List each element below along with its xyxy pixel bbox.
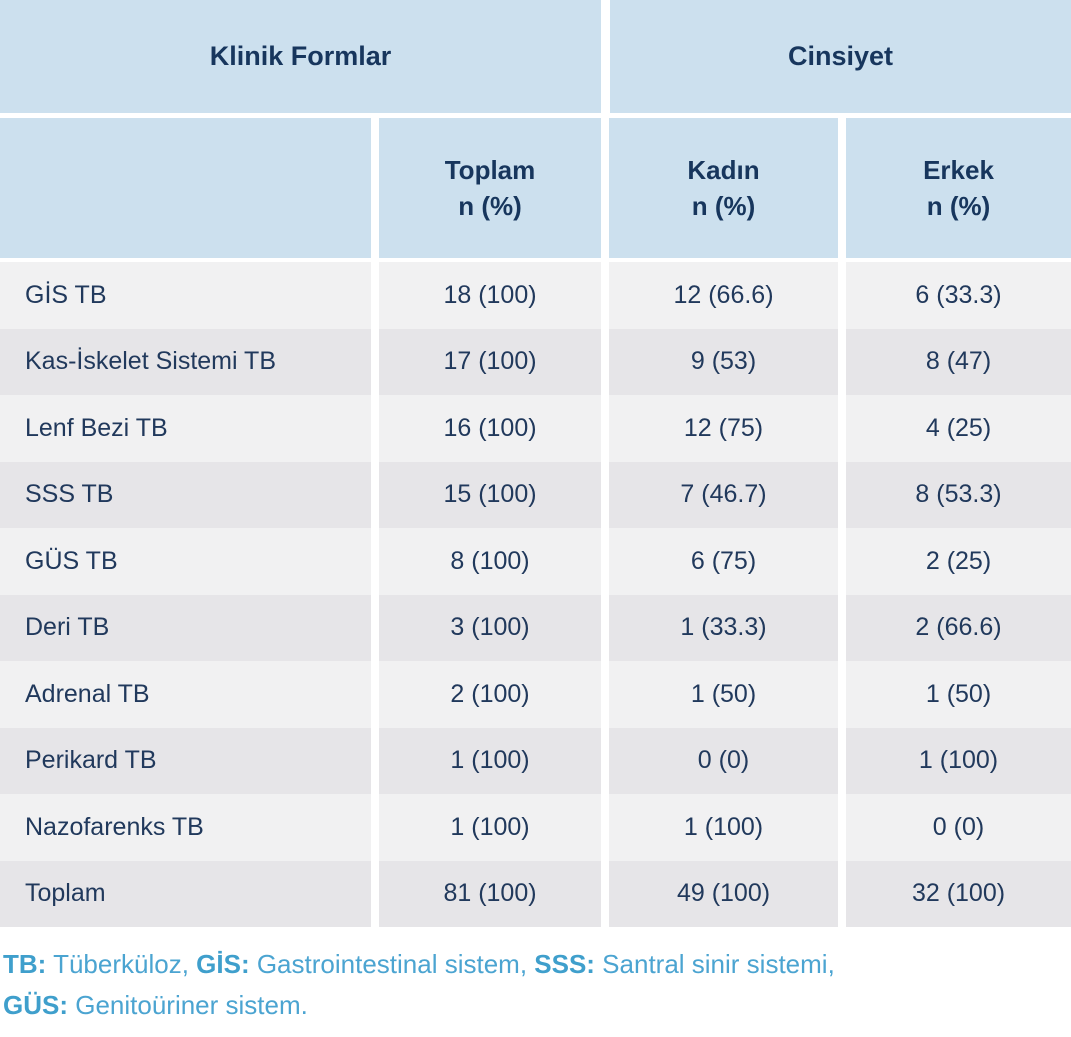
- table-row-total: Toplam 81 (100) 49 (100) 32 (100): [0, 860, 1071, 927]
- cell-toplam: 15 (100): [379, 461, 601, 528]
- cell-erkek: 32 (100): [846, 860, 1071, 927]
- footnote-text: Genitoüriner sistem.: [68, 990, 308, 1020]
- row-label: Adrenal TB: [0, 661, 371, 728]
- cell-toplam: 81 (100): [379, 860, 601, 927]
- row-label: SSS TB: [0, 461, 371, 528]
- cell-kadin: 1 (100): [609, 794, 838, 861]
- column-header-kadin: Kadın n (%): [609, 118, 838, 258]
- footnote-text: Gastrointestinal sistem,: [249, 949, 535, 979]
- footnote: TB: Tüberküloz, GİS: Gastrointestinal si…: [0, 944, 1071, 1026]
- cell-kadin: 7 (46.7): [609, 461, 838, 528]
- table-row: GİS TB 18 (100) 12 (66.6) 6 (33.3): [0, 262, 1071, 329]
- row-label: Deri TB: [0, 594, 371, 661]
- table-row: Kas-İskelet Sistemi TB 17 (100) 9 (53) 8…: [0, 328, 1071, 395]
- row-label: Perikard TB: [0, 727, 371, 794]
- cell-kadin: 1 (50): [609, 661, 838, 728]
- column-header-toplam: Toplam n (%): [379, 118, 601, 258]
- cell-kadin: 49 (100): [609, 860, 838, 927]
- cell-toplam: 8 (100): [379, 528, 601, 595]
- cell-toplam: 3 (100): [379, 594, 601, 661]
- column-header-empty: [0, 118, 371, 258]
- footnote-text: Santral sinir sistemi,: [594, 949, 835, 979]
- cell-toplam: 18 (100): [379, 262, 601, 329]
- footnote-abbr-sss: SSS:: [534, 949, 595, 979]
- cell-kadin: 12 (66.6): [609, 262, 838, 329]
- footnote-abbr-tb: TB:: [3, 949, 47, 979]
- cell-erkek: 4 (25): [846, 395, 1071, 462]
- cell-toplam: 1 (100): [379, 727, 601, 794]
- row-label: Kas-İskelet Sistemi TB: [0, 328, 371, 395]
- cell-erkek: 1 (100): [846, 727, 1071, 794]
- row-label: Lenf Bezi TB: [0, 395, 371, 462]
- group-header-row: Klinik Formlar Cinsiyet: [0, 0, 1071, 113]
- column-header-row: Toplam n (%) Kadın n (%) Erkek n (%): [0, 118, 1071, 258]
- footnote-line-2: GÜS: Genitoüriner sistem.: [3, 985, 1071, 1026]
- cell-toplam: 16 (100): [379, 395, 601, 462]
- row-label: Nazofarenks TB: [0, 794, 371, 861]
- cell-toplam: 1 (100): [379, 794, 601, 861]
- row-label: GİS TB: [0, 262, 371, 329]
- column-header-erkek-sub: n (%): [926, 191, 991, 221]
- footnote-line-1: TB: Tüberküloz, GİS: Gastrointestinal si…: [3, 944, 1071, 985]
- cell-kadin: 0 (0): [609, 727, 838, 794]
- footnote-abbr-gis: GİS:: [196, 949, 250, 979]
- cell-kadin: 9 (53): [609, 328, 838, 395]
- cell-kadin: 1 (33.3): [609, 594, 838, 661]
- footnote-text: Tüberküloz,: [46, 949, 197, 979]
- cell-erkek: 6 (33.3): [846, 262, 1071, 329]
- cell-kadin: 12 (75): [609, 395, 838, 462]
- cell-erkek: 2 (66.6): [846, 594, 1071, 661]
- table-row: GÜS TB 8 (100) 6 (75) 2 (25): [0, 528, 1071, 595]
- column-header-kadin-title: Kadın: [687, 154, 760, 185]
- table-row: Adrenal TB 2 (100) 1 (50) 1 (50): [0, 661, 1071, 728]
- cell-erkek: 8 (47): [846, 328, 1071, 395]
- cell-erkek: 8 (53.3): [846, 461, 1071, 528]
- table-row: SSS TB 15 (100) 7 (46.7) 8 (53.3): [0, 461, 1071, 528]
- column-header-erkek-title: Erkek: [923, 154, 994, 185]
- column-header-toplam-title: Toplam: [444, 154, 536, 185]
- group-header-klinik-formlar: Klinik Formlar: [0, 0, 601, 113]
- cell-erkek: 0 (0): [846, 794, 1071, 861]
- cell-erkek: 2 (25): [846, 528, 1071, 595]
- footnote-abbr-gus: GÜS:: [3, 990, 68, 1020]
- cell-toplam: 2 (100): [379, 661, 601, 728]
- column-header-toplam-sub: n (%): [458, 191, 522, 221]
- table-row: Deri TB 3 (100) 1 (33.3) 2 (66.6): [0, 594, 1071, 661]
- cell-toplam: 17 (100): [379, 328, 601, 395]
- column-header-kadin-sub: n (%): [691, 191, 756, 221]
- group-header-cinsiyet: Cinsiyet: [610, 0, 1071, 113]
- cell-kadin: 6 (75): [609, 528, 838, 595]
- table-row: Nazofarenks TB 1 (100) 1 (100) 0 (0): [0, 794, 1071, 861]
- cell-erkek: 1 (50): [846, 661, 1071, 728]
- row-label: Toplam: [0, 860, 371, 927]
- column-header-erkek: Erkek n (%): [846, 118, 1071, 258]
- table-row: Perikard TB 1 (100) 0 (0) 1 (100): [0, 727, 1071, 794]
- table-row: Lenf Bezi TB 16 (100) 12 (75) 4 (25): [0, 395, 1071, 462]
- row-label: GÜS TB: [0, 528, 371, 595]
